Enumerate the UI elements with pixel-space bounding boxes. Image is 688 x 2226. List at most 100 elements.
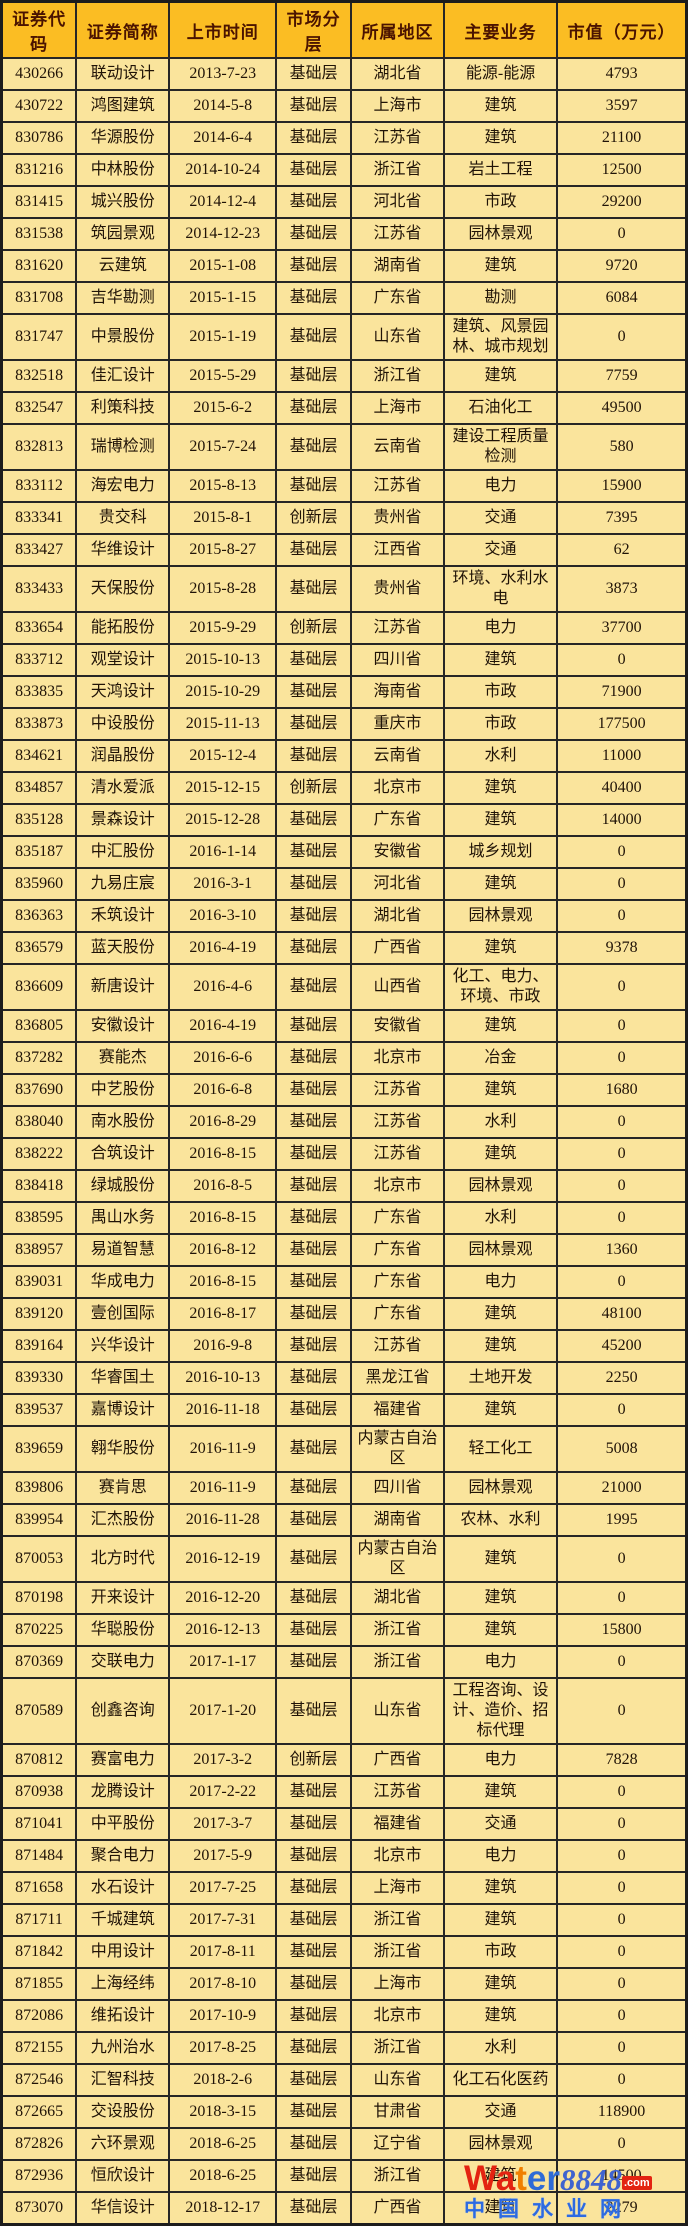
cell-market-layer: 基础层	[275, 2127, 353, 2161]
cell-market-layer: 基础层	[275, 1775, 353, 1809]
cell-region: 江苏省	[350, 1137, 445, 1171]
cell-market-layer: 基础层	[275, 533, 353, 567]
cell-main-business: 建筑	[442, 643, 559, 677]
cell-name: 安徽设计	[75, 1009, 171, 1043]
cell-market-layer: 基础层	[275, 1581, 353, 1615]
cell-list-date: 2017-5-9	[168, 1839, 278, 1873]
cell-code: 833427	[0, 533, 78, 567]
table-row: 838040 南水股份 2016-8-29 基础层 江苏省 水利 0	[0, 1105, 688, 1139]
cell-list-date: 2017-10-9	[168, 1999, 278, 2033]
cell-market-cap: 0	[556, 835, 688, 869]
cell-region: 山东省	[350, 313, 445, 361]
cell-list-date: 2017-1-20	[168, 1677, 278, 1745]
cell-name: 六环景观	[75, 2127, 171, 2161]
cell-list-date: 2015-8-27	[168, 533, 278, 567]
cell-market-layer: 基础层	[275, 707, 353, 741]
cell-code: 835187	[0, 835, 78, 869]
cell-list-date: 2016-6-8	[168, 1073, 278, 1107]
cell-list-date: 2017-8-11	[168, 1935, 278, 1969]
cell-main-business: 岩土工程	[442, 153, 559, 187]
cell-name: 北方时代	[75, 1535, 171, 1583]
cell-name: 新唐设计	[75, 963, 171, 1011]
table-body: 430266 联动设计 2013-7-23 基础层 湖北省 能源-能源 4793 430722…	[0, 57, 688, 2226]
column-header-main-business: 主要业务	[442, 0, 559, 59]
cell-code: 833873	[0, 707, 78, 741]
cell-code: 871711	[0, 1903, 78, 1937]
cell-name: 华聪股份	[75, 1613, 171, 1647]
cell-region: 湖北省	[350, 57, 445, 91]
cell-list-date: 2016-12-20	[168, 1581, 278, 1615]
cell-name: 维拓设计	[75, 1999, 171, 2033]
cell-name: 联动设计	[75, 57, 171, 91]
cell-list-date: 2014-5-8	[168, 89, 278, 123]
cell-list-date: 2018-6-25	[168, 2127, 278, 2161]
cell-market-cap: 48100	[556, 1297, 688, 1331]
table-row: 839120 壹创国际 2016-8-17 基础层 广东省 建筑 48100	[0, 1297, 688, 1331]
cell-market-layer: 基础层	[275, 1009, 353, 1043]
cell-market-layer: 基础层	[275, 2063, 353, 2097]
cell-main-business: 园林景观	[442, 1233, 559, 1267]
cell-main-business: 建筑	[442, 1137, 559, 1171]
cell-list-date: 2017-7-25	[168, 1871, 278, 1905]
cell-region: 福建省	[350, 1393, 445, 1427]
cell-main-business: 建筑	[442, 1297, 559, 1331]
cell-code: 839120	[0, 1297, 78, 1331]
cell-market-cap: 2279	[556, 2191, 688, 2226]
cell-main-business: 园林景观	[442, 899, 559, 933]
table-row: 839164 兴华设计 2016-9-8 基础层 江苏省 建筑 45200	[0, 1329, 688, 1363]
cell-region: 贵州省	[350, 501, 445, 535]
cell-code: 871484	[0, 1839, 78, 1873]
cell-market-layer: 基础层	[275, 1073, 353, 1107]
cell-main-business: 水利	[442, 1201, 559, 1235]
cell-name: 润晶股份	[75, 739, 171, 773]
cell-code: 872546	[0, 2063, 78, 2097]
table-header: 证券代码 证券简称 上市时间 市场分层 所属地区 主要业务 市值（万元）	[0, 0, 688, 59]
cell-main-business: 市政	[442, 675, 559, 709]
cell-list-date: 2018-6-25	[168, 2159, 278, 2193]
table-row: 836805 安徽设计 2016-4-19 基础层 安徽省 建筑 0	[0, 1009, 688, 1043]
cell-code: 833433	[0, 565, 78, 613]
cell-main-business: 建筑	[442, 1535, 559, 1583]
table-row: 871658 水石设计 2017-7-25 基础层 上海市 建筑 0	[0, 1871, 688, 1905]
cell-name: 创鑫咨询	[75, 1677, 171, 1745]
table-row: 833835 天鸿设计 2015-10-29 基础层 海南省 市政 71900	[0, 675, 688, 709]
cell-region: 上海市	[350, 1967, 445, 2001]
cell-region: 内蒙古自治区	[350, 1535, 445, 1583]
cell-region: 广东省	[350, 1201, 445, 1235]
cell-region: 辽宁省	[350, 2127, 445, 2161]
cell-list-date: 2016-11-9	[168, 1425, 278, 1473]
cell-market-layer: 基础层	[275, 1329, 353, 1363]
cell-market-layer: 基础层	[275, 739, 353, 773]
cell-list-date: 2016-4-19	[168, 931, 278, 965]
cell-main-business: 电力	[442, 611, 559, 645]
table-row: 871484 聚合电力 2017-5-9 基础层 北京市 电力 0	[0, 1839, 688, 1873]
cell-market-cap: 0	[556, 1201, 688, 1235]
cell-list-date: 2014-12-23	[168, 217, 278, 251]
cell-list-date: 2017-1-17	[168, 1645, 278, 1679]
cell-market-cap: 0	[556, 1009, 688, 1043]
cell-main-business: 水利	[442, 739, 559, 773]
cell-main-business: 城乡规划	[442, 835, 559, 869]
cell-code: 838222	[0, 1137, 78, 1171]
cell-market-layer: 创新层	[275, 501, 353, 535]
cell-market-cap: 118900	[556, 2095, 688, 2129]
cell-name: 中艺股份	[75, 1073, 171, 1107]
cell-name: 壹创国际	[75, 1297, 171, 1331]
cell-market-cap: 6084	[556, 281, 688, 315]
cell-main-business: 建筑	[442, 89, 559, 123]
cell-main-business: 建筑	[442, 1871, 559, 1905]
cell-list-date: 2016-8-15	[168, 1265, 278, 1299]
cell-main-business: 建筑	[442, 2159, 559, 2193]
cell-name: 鸿图建筑	[75, 89, 171, 123]
table-row: 832518 佳汇设计 2015-5-29 基础层 浙江省 建筑 7759	[0, 359, 688, 393]
cell-region: 贵州省	[350, 565, 445, 613]
cell-name: 中平股份	[75, 1807, 171, 1841]
cell-code: 839954	[0, 1503, 78, 1537]
cell-code: 836363	[0, 899, 78, 933]
cell-list-date: 2017-2-22	[168, 1775, 278, 1809]
cell-market-layer: 基础层	[275, 249, 353, 283]
cell-market-cap: 0	[556, 899, 688, 933]
cell-market-cap: 14500	[556, 2159, 688, 2193]
cell-list-date: 2016-11-18	[168, 1393, 278, 1427]
table-row: 836579 蓝天股份 2016-4-19 基础层 广西省 建筑 9378	[0, 931, 688, 965]
